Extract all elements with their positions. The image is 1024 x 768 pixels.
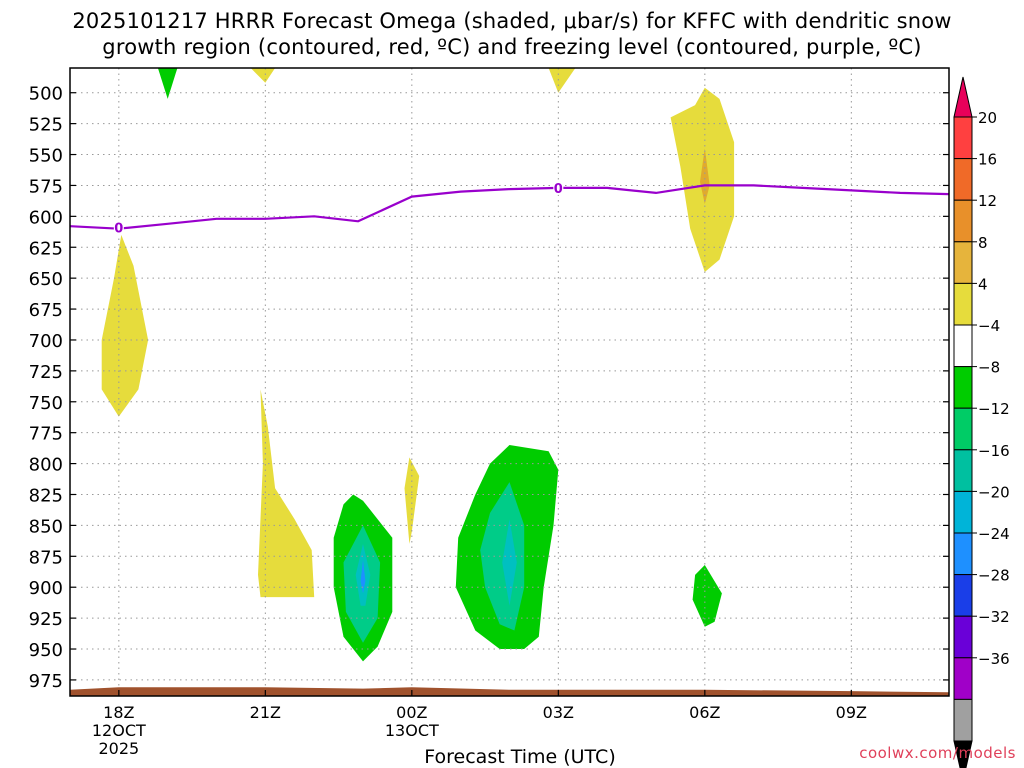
y-tick-label: 550	[29, 146, 63, 167]
colorbar-block	[953, 158, 973, 201]
freezing-label-bg	[113, 220, 124, 235]
freezing-level-label: 0	[554, 182, 563, 197]
x-tick-label: 18Z	[103, 703, 134, 722]
shade-teal-0130z	[480, 482, 525, 631]
shade-cyan-0130z	[502, 519, 517, 606]
y-tick-label: 600	[29, 207, 63, 228]
shade-blue-2330z	[360, 560, 366, 594]
chart-title-line-2: growth region (contoured, red, ºC) and f…	[102, 35, 922, 59]
y-tick-label: 800	[29, 455, 63, 476]
y-tick-label: 625	[29, 238, 63, 259]
shade-yellow-upper-left	[101, 234, 149, 417]
y-tick-label: 525	[29, 115, 63, 136]
shade-yellow-03z-top	[548, 68, 576, 93]
y-tick-label: 775	[29, 424, 63, 445]
y-tick-label: 575	[29, 176, 63, 197]
colorbar-block	[953, 532, 973, 576]
y-axis: 500 525 550 575 600 625 650 675 700 725 750 775 800 8…	[29, 84, 949, 692]
colorbar-label: −4	[978, 317, 1000, 335]
chart-title-line-1: 2025101217 HRRR Forecast Omega (shaded, …	[72, 9, 952, 33]
x-axis-title: Forecast Time (UTC)	[424, 746, 616, 768]
colorbar-label: 16	[978, 151, 997, 169]
colorbar-label: −32	[978, 608, 1010, 626]
colorbar-block	[953, 366, 973, 409]
colorbar-label: −12	[978, 400, 1010, 418]
colorbar-label: 12	[978, 192, 997, 210]
shade-yellow-21z	[258, 389, 315, 598]
omega-shading-layer	[101, 68, 735, 662]
y-tick-label: 725	[29, 362, 63, 383]
y-tick-label: 850	[29, 516, 63, 537]
chart-title: 2025101217 HRRR Forecast Omega (shaded, …	[0, 8, 1024, 60]
y-tick-label: 650	[29, 269, 63, 290]
colorbar-block	[953, 199, 973, 243]
x-tick-label: 09Z	[836, 703, 867, 722]
colorbar-label: 20	[978, 109, 997, 127]
y-tick-label: 700	[29, 331, 63, 352]
colorbar-block	[953, 615, 973, 659]
freezing-label-bg	[553, 180, 564, 195]
freezing-level-label: 0	[114, 221, 123, 236]
colorbar-label: −20	[978, 483, 1010, 501]
colorbar-block	[953, 574, 973, 617]
colorbar-label: −16	[978, 442, 1010, 460]
colorbar-label: −24	[978, 525, 1010, 543]
y-tick-label: 925	[29, 609, 63, 630]
colorbar-label: 4	[978, 275, 988, 293]
x-tick-date: 13OCT	[385, 721, 439, 740]
y-tick-label: 825	[29, 485, 63, 506]
x-tick-label: 06Z	[689, 703, 720, 722]
colorbar-block	[953, 490, 973, 534]
colorbar-label: −8	[978, 359, 1000, 377]
shade-orange-06z	[700, 148, 710, 204]
colorbar-block	[953, 116, 973, 160]
y-tick-label: 875	[29, 547, 63, 568]
colorbar-block	[953, 657, 973, 700]
colorbar: 20 16 12 8 4 −4 −8 −12 −16 −20 −24 −28 −32 −36	[953, 76, 1010, 768]
shade-yellow-21z-top	[250, 68, 276, 83]
colorbar-label: 8	[978, 234, 988, 252]
freezing-level-layer: 00	[70, 180, 949, 236]
x-tick-year: 2025	[98, 739, 139, 758]
ground-surface	[70, 687, 949, 696]
colorbar-bottom-triangle	[953, 740, 973, 768]
colorbar-block	[953, 282, 973, 326]
colorbar-block	[953, 698, 973, 742]
ground-layer	[70, 687, 949, 696]
colorbar-label: −36	[978, 650, 1010, 668]
y-tick-label: 500	[29, 84, 63, 105]
shade-green-19z-top	[157, 68, 178, 99]
y-tick-label: 750	[29, 393, 63, 414]
plot-frame	[69, 67, 950, 697]
grid-lines	[70, 68, 949, 696]
watermark: coolwx.com/models	[859, 744, 1016, 762]
shade-yellow-00z-sliver	[404, 457, 420, 544]
colorbar-block	[953, 241, 973, 284]
y-tick-label: 900	[29, 578, 63, 599]
freezing-level-line	[70, 184, 949, 230]
y-tick-label: 950	[29, 640, 63, 661]
shade-green-06z-small	[692, 565, 722, 627]
colorbar-top-triangle	[953, 76, 973, 118]
x-tick-label: 00Z	[396, 703, 427, 722]
x-tick-date: 12OCT	[92, 721, 146, 740]
x-tick-label: 21Z	[250, 703, 281, 722]
x-tick-label: 03Z	[543, 703, 574, 722]
colorbar-label: −28	[978, 567, 1010, 585]
colorbar-block	[953, 449, 973, 492]
y-tick-label: 975	[29, 671, 63, 692]
colorbar-block	[953, 407, 973, 451]
colorbar-block	[953, 324, 973, 368]
y-tick-label: 675	[29, 300, 63, 321]
